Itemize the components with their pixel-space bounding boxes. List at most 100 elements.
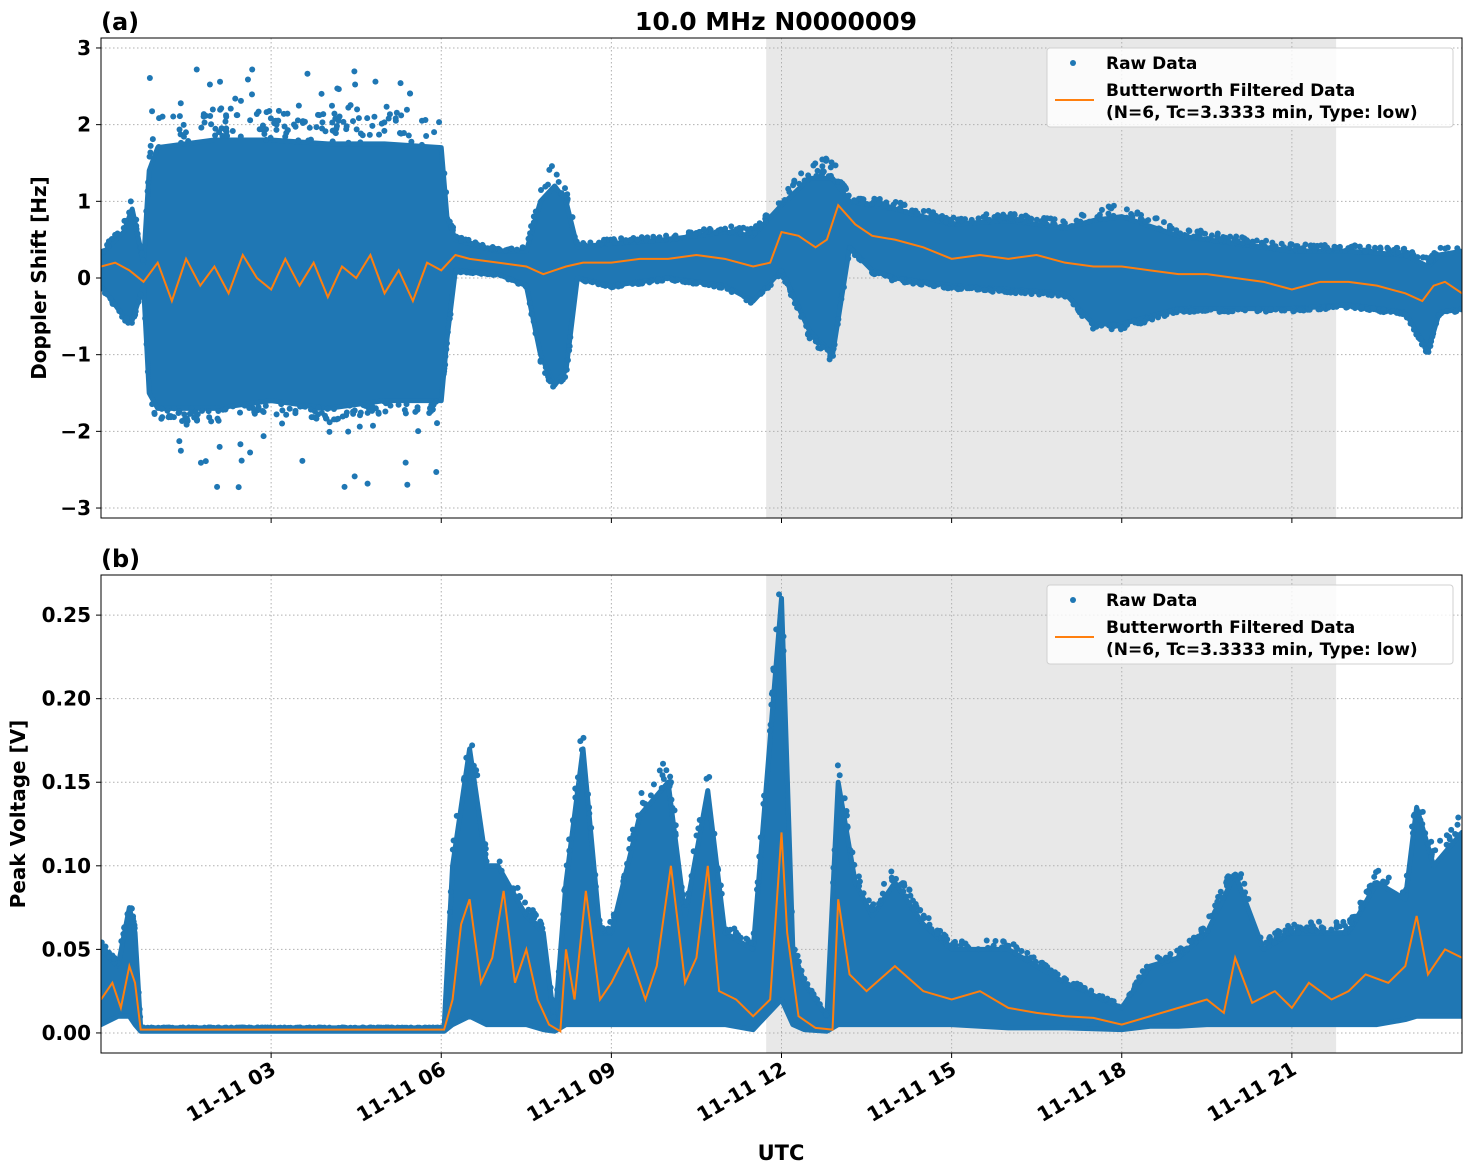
- raw-data-point: [1343, 304, 1350, 311]
- legend-raw-label: Raw Data: [1106, 54, 1197, 74]
- raw-data-point: [343, 123, 350, 130]
- raw-data-point: [671, 807, 678, 814]
- raw-data-point: [306, 124, 313, 131]
- raw-data-point: [1271, 939, 1278, 946]
- raw-data-point: [1126, 991, 1133, 998]
- raw-data-point: [510, 885, 517, 892]
- raw-data-point: [647, 792, 654, 799]
- raw-data-point: [828, 159, 835, 166]
- raw-data-point: [663, 232, 670, 239]
- raw-data-point: [522, 282, 529, 289]
- raw-data-point: [809, 991, 816, 998]
- raw-data-point: [796, 180, 803, 187]
- raw-data-point: [635, 812, 642, 819]
- raw-data-point: [1455, 247, 1462, 254]
- raw-data-point: [1458, 306, 1462, 313]
- raw-data-point: [1362, 248, 1369, 255]
- raw-data-point: [886, 273, 893, 280]
- y-tick-label: 0.10: [42, 854, 91, 878]
- raw-data-point: [663, 767, 670, 774]
- raw-data-point: [118, 938, 125, 945]
- raw-data-point: [280, 110, 287, 117]
- raw-data-point: [415, 428, 422, 435]
- raw-data-point: [1409, 249, 1416, 256]
- raw-data-point: [275, 117, 282, 124]
- raw-data-point: [343, 409, 350, 416]
- raw-data-point: [1403, 872, 1410, 879]
- raw-data-point: [198, 124, 205, 131]
- raw-data-point: [1184, 945, 1191, 952]
- raw-data-point: [469, 270, 476, 277]
- panel-b-peak-voltage: 0.00 0.05 0.10 0.15 0.20 0.25 11-11 03 11-11 06…: [6, 545, 1463, 1127]
- raw-data-point: [530, 213, 537, 220]
- raw-data-point: [1220, 894, 1227, 901]
- raw-data-point: [881, 271, 888, 278]
- raw-data-point: [453, 812, 460, 819]
- raw-data-point: [798, 313, 805, 320]
- raw-data-point: [126, 209, 133, 216]
- raw-data-point: [843, 826, 850, 833]
- raw-data-point: [918, 213, 925, 220]
- raw-data-point: [855, 254, 862, 261]
- raw-data-point: [193, 66, 200, 73]
- raw-data-point: [1318, 924, 1325, 931]
- raw-data-point: [395, 401, 402, 408]
- raw-data-point: [550, 383, 557, 390]
- raw-data-point: [566, 836, 573, 843]
- raw-data-point: [183, 415, 190, 422]
- raw-data-point: [295, 137, 302, 144]
- raw-data-point: [1443, 841, 1450, 848]
- raw-data-point: [422, 116, 429, 123]
- raw-data-point: [584, 791, 591, 798]
- raw-data-point: [836, 772, 843, 779]
- raw-data-point: [778, 268, 785, 275]
- raw-data-point: [868, 200, 875, 207]
- raw-data-point: [1167, 308, 1174, 315]
- raw-data-point: [1071, 301, 1078, 308]
- raw-data-point: [574, 788, 581, 795]
- raw-data-point: [158, 405, 165, 412]
- raw-data-point: [101, 939, 105, 946]
- raw-data-point: [1143, 963, 1150, 970]
- raw-data-point: [727, 926, 734, 933]
- raw-data-point: [567, 334, 574, 341]
- raw-data-point: [782, 276, 789, 283]
- raw-data-point: [1110, 212, 1117, 219]
- raw-data-point: [453, 233, 460, 240]
- raw-data-point: [840, 284, 847, 291]
- raw-data-point: [267, 134, 274, 141]
- raw-data-point: [1256, 243, 1263, 250]
- raw-data-point: [903, 208, 910, 215]
- raw-data-point: [1239, 234, 1246, 241]
- raw-data-point: [920, 912, 927, 919]
- raw-data-point: [1086, 218, 1093, 225]
- raw-data-point: [1261, 945, 1268, 952]
- raw-data-point: [1353, 913, 1360, 920]
- raw-data-point: [214, 483, 221, 490]
- raw-data-point: [1363, 888, 1370, 895]
- raw-data-point: [897, 881, 904, 888]
- raw-data-point: [237, 97, 244, 104]
- raw-data-point: [875, 270, 882, 277]
- raw-data-point: [1028, 290, 1035, 297]
- raw-data-point: [1255, 305, 1262, 312]
- raw-data-point: [292, 410, 299, 417]
- raw-data-band: [101, 595, 1462, 1034]
- raw-data-point: [1023, 955, 1030, 962]
- raw-data-point: [621, 872, 628, 879]
- raw-data-point: [1249, 240, 1256, 247]
- raw-data-point: [143, 208, 150, 215]
- raw-data-point: [1349, 303, 1356, 310]
- raw-data-point: [158, 415, 165, 422]
- raw-data-point: [273, 126, 280, 133]
- raw-data-point: [752, 223, 759, 230]
- legend-box: [1046, 584, 1454, 665]
- raw-data-point: [781, 196, 788, 203]
- raw-data-point: [975, 946, 982, 953]
- raw-data-point: [1253, 237, 1260, 244]
- raw-data-point: [955, 216, 962, 223]
- raw-data-point: [434, 420, 441, 427]
- raw-data-point: [615, 281, 622, 288]
- raw-data-point: [301, 118, 308, 125]
- raw-data-point: [987, 287, 994, 294]
